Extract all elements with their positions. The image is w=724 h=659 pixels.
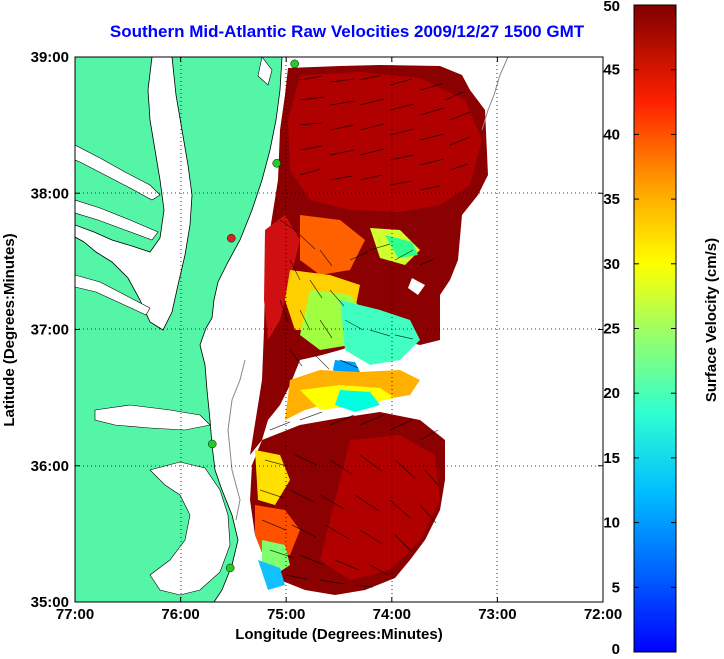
map-title: Southern Mid-Atlantic Raw Velocities 200… [109,22,585,41]
colorbar-tick-label: 40 [603,126,620,143]
colorbar-tick-label: 10 [603,515,620,532]
station-marker [225,563,235,573]
station-marker [272,159,281,168]
velocity-arrows [259,74,471,588]
river-rappahannock [75,199,159,241]
pamlico-sound [149,461,231,596]
x-axis: 77:00 76:00 75:00 74:00 73:00 72:00 [56,57,622,623]
river-potomac [75,144,161,201]
grid [75,57,603,602]
x-tick-label: 74:00 [373,606,411,623]
y-axis: 39:00 38:00 37:00 36:00 35:00 [31,49,603,611]
colorbar-label: Surface Velocity (cm/s) [703,238,720,402]
colorbar-tick-label: 25 [603,321,620,338]
x-tick-label: 73:00 [478,606,516,623]
colorbar-axis: 0 5 10 15 20 25 30 35 40 45 50 [603,0,676,658]
y-tick-label: 35:00 [31,594,69,611]
station-marker [208,439,217,449]
y-tick-label: 37:00 [31,322,69,339]
x-tick-label: 77:00 [56,606,94,623]
colorbar-tick-label: 35 [603,191,620,208]
colorbar [633,4,677,653]
x-tick-label: 75:00 [267,606,305,623]
colorbar-tick-label: 45 [603,62,620,79]
y-axis-label: Latitude (Degrees:Minutes) [1,233,18,426]
x-axis-label: Longitude (Degrees:Minutes) [235,626,443,643]
colorbar-tick-label: 15 [603,450,620,467]
x-tick-label: 72:00 [584,606,622,623]
station-markers [208,59,299,573]
river-york [75,274,151,316]
y-tick-label: 36:00 [31,458,69,475]
chesapeake-bay [75,57,193,331]
y-tick-label: 38:00 [31,185,69,202]
delaware-bay [257,57,273,86]
shelf-contour-south [227,359,246,521]
shelf-contour [481,57,509,131]
colorbar-tick-label: 30 [603,256,620,273]
x-tick-label: 76:00 [161,606,199,623]
colorbar-tick-label: 0 [612,641,620,658]
station-marker [227,233,236,243]
velocity-field [250,65,488,595]
colorbar-tick-label: 5 [612,579,620,596]
colorbar-tick-label: 50 [603,0,620,15]
station-marker [290,59,299,69]
albemarle-sound [94,404,211,431]
land-mass [75,57,283,602]
y-tick-label: 39:00 [31,49,69,66]
colorbar-tick-label: 20 [603,385,620,402]
